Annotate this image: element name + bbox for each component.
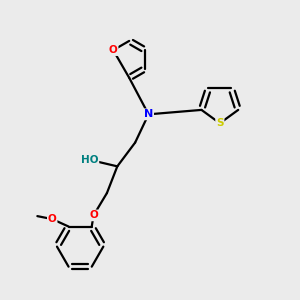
Text: S: S: [216, 118, 224, 128]
Text: N: N: [144, 109, 153, 119]
Text: O: O: [89, 210, 98, 220]
Text: HO: HO: [81, 155, 98, 165]
Text: O: O: [48, 214, 57, 224]
Text: O: O: [109, 45, 118, 55]
